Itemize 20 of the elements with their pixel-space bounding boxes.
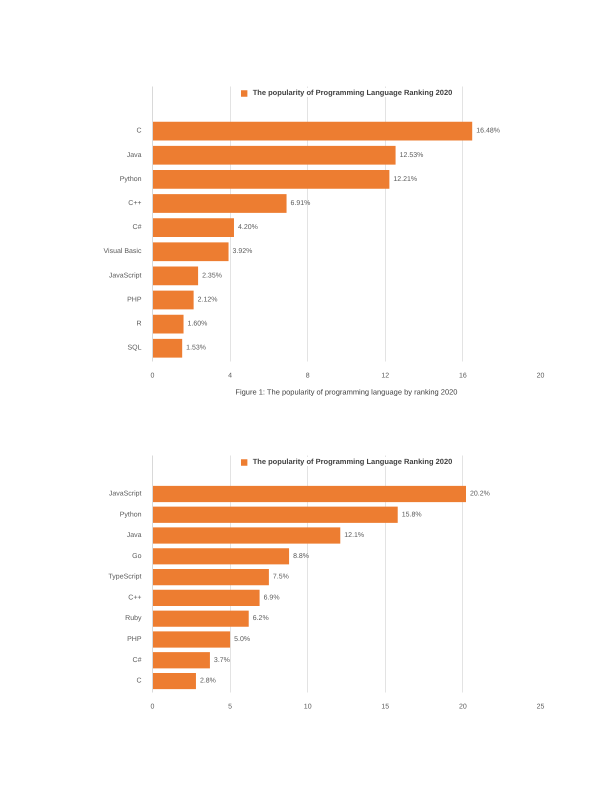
- bar: [152, 631, 230, 648]
- bar: [152, 569, 269, 586]
- bar: [152, 242, 229, 262]
- bar: [152, 506, 398, 523]
- bar: [152, 527, 340, 544]
- bar: [152, 170, 390, 189]
- bar: [152, 122, 472, 141]
- bar: [152, 218, 234, 238]
- bar: [152, 486, 466, 502]
- bar: [152, 610, 249, 627]
- bar: [152, 194, 287, 213]
- bar: [152, 548, 290, 564]
- bar: [152, 290, 194, 310]
- bar: [152, 314, 184, 334]
- bar: [152, 652, 210, 668]
- bar: [152, 590, 260, 606]
- bar: [152, 338, 182, 358]
- bar: [152, 672, 196, 690]
- bar: [152, 266, 198, 286]
- bar: [152, 146, 396, 165]
